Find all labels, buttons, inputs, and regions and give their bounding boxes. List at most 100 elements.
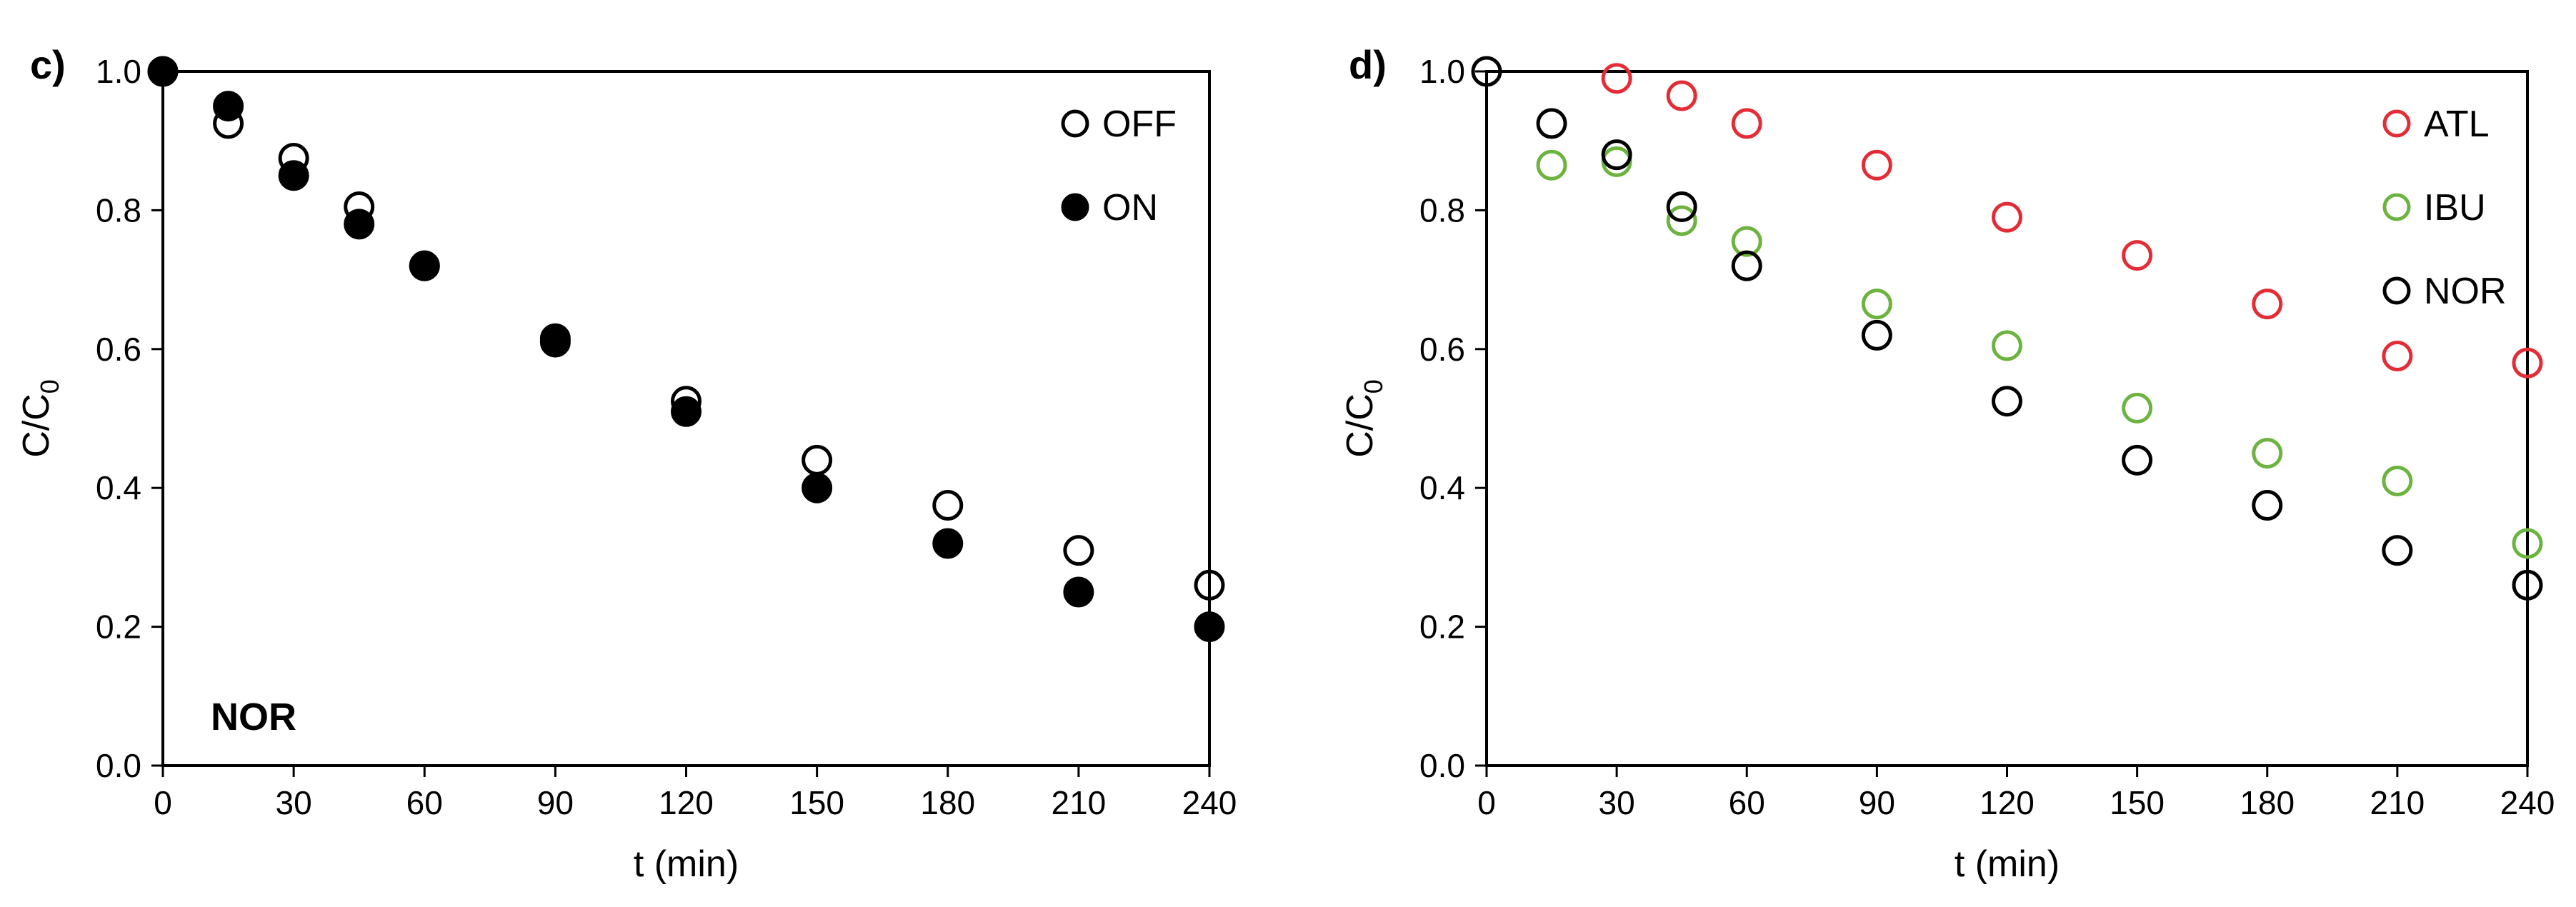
x-tick-label: 210 [1052, 784, 1107, 821]
series-ibu [1536, 146, 2543, 559]
data-point-on [1194, 611, 1225, 643]
data-point-off [932, 490, 964, 521]
data-point-atl [2252, 289, 2283, 320]
data-point-ibu [1601, 146, 1632, 177]
data-point-on [539, 326, 571, 358]
x-tick-label: 180 [2240, 784, 2295, 821]
data-point-on [147, 56, 179, 87]
data-point-ibu [1536, 149, 1567, 181]
data-point-on [802, 472, 833, 503]
x-tick-label: 210 [2370, 784, 2425, 821]
data-point-atl [1731, 108, 1762, 139]
data-point-nor [2512, 569, 2543, 601]
data-point-nor [1471, 56, 1502, 87]
legend-marker-off [1061, 109, 1089, 138]
y-axis-title-main: C/C [1339, 394, 1381, 458]
plot-frame [1485, 70, 2529, 767]
data-point-nor [1992, 386, 2022, 417]
data-point-ibu [2382, 465, 2413, 496]
x-tick-label: 150 [2110, 784, 2165, 821]
y-tick-label: 0.6 [96, 331, 141, 368]
x-tick-label: 180 [920, 784, 975, 821]
data-point-atl [2122, 240, 2153, 271]
legend-marker-nor [2382, 276, 2411, 305]
data-point-off [1063, 535, 1094, 566]
data-point-nor [1731, 250, 1762, 281]
series-atl [1601, 63, 2543, 379]
y-tick-label: 0.8 [1419, 191, 1465, 229]
panel-annotation: NOR [211, 696, 296, 738]
data-point-atl [2382, 341, 2413, 372]
data-point-ibu [1731, 226, 1762, 257]
data-point-on [344, 209, 375, 240]
legend-marker-on [1061, 193, 1089, 221]
x-tick-label: 30 [1599, 784, 1635, 821]
x-tick-label: 240 [1182, 784, 1237, 821]
data-point-off [1194, 569, 1225, 601]
y-tick-label: 1.0 [1419, 53, 1465, 90]
x-axis-title: t (min) [634, 843, 739, 885]
chart-panel-c: 0 30 60 90 120 150 180 210 240 0.0 0.2 0.4 0.6 0.8 1.0… [16, 42, 1237, 885]
y-axis-title: C/C0 [16, 379, 64, 458]
x-tick-label: 120 [659, 784, 714, 821]
y-tick-label: 0.0 [1419, 747, 1465, 784]
x-tick-label: 60 [1729, 784, 1765, 821]
y-tick-label: 0.8 [96, 191, 141, 229]
legend-label-on: ON [1102, 187, 1158, 229]
data-point-on [671, 396, 702, 427]
data-point-off [802, 444, 833, 476]
data-point-ibu [1666, 205, 1697, 236]
data-point-on [932, 528, 964, 559]
x-tick-label: 120 [1980, 784, 2035, 821]
legend-label-off: OFF [1102, 104, 1177, 145]
panel-label: d) [1349, 42, 1387, 87]
y-axis-title-subscript: 0 [1359, 379, 1388, 394]
y-axis-title: C/C0 [1339, 379, 1388, 458]
chart-panel-d: 0 30 60 90 120 150 180 210 240 0.0 0.2 0.4 0.6 0.8 1.0… [1339, 42, 2555, 885]
data-point-atl [1992, 201, 2022, 233]
series-off [147, 56, 1225, 601]
data-point-nor [1861, 319, 1892, 351]
x-tick-label: 150 [789, 784, 844, 821]
y-tick-label: 0.4 [96, 469, 141, 506]
data-point-nor [2122, 444, 2153, 476]
data-point-ibu [2512, 528, 2543, 559]
legend-label-ibu: IBU [2424, 187, 2486, 229]
y-axis-title-main: C/C [16, 394, 57, 458]
data-point-atl [1861, 149, 1892, 181]
data-point-atl [1666, 80, 1697, 111]
x-tick-label: 90 [1859, 784, 1895, 821]
legend-marker-ibu [2382, 193, 2411, 221]
data-point-on [1063, 576, 1094, 608]
legend-marker-atl [2382, 109, 2411, 138]
data-point-atl [2512, 347, 2543, 379]
y-tick-label: 0.0 [96, 747, 141, 784]
data-point-ibu [2252, 438, 2283, 469]
data-point-nor [2382, 535, 2413, 566]
data-point-ibu [1992, 330, 2022, 361]
data-point-nor [2252, 490, 2283, 521]
data-point-nor [1536, 108, 1567, 139]
x-tick-label: 0 [154, 784, 172, 821]
y-tick-label: 0.2 [96, 608, 141, 646]
x-axis-title: t (min) [1955, 843, 2060, 885]
panel-label: c) [30, 42, 66, 87]
legend-label-nor: NOR [2424, 271, 2507, 312]
data-point-nor [1666, 191, 1697, 223]
data-point-ibu [1861, 289, 1892, 320]
y-tick-label: 1.0 [96, 53, 141, 90]
x-tick-label: 30 [276, 784, 312, 821]
x-tick-label: 90 [537, 784, 574, 821]
series-nor [1471, 56, 2543, 601]
data-point-on [409, 250, 440, 281]
data-point-on [213, 91, 244, 122]
data-point-nor [1601, 139, 1632, 171]
y-tick-label: 0.2 [1419, 608, 1465, 646]
x-tick-label: 0 [1477, 784, 1496, 821]
data-point-atl [1601, 63, 1632, 94]
y-axis-title-subscript: 0 [35, 379, 64, 394]
series-on [147, 56, 1225, 643]
y-tick-label: 0.6 [1419, 331, 1465, 368]
